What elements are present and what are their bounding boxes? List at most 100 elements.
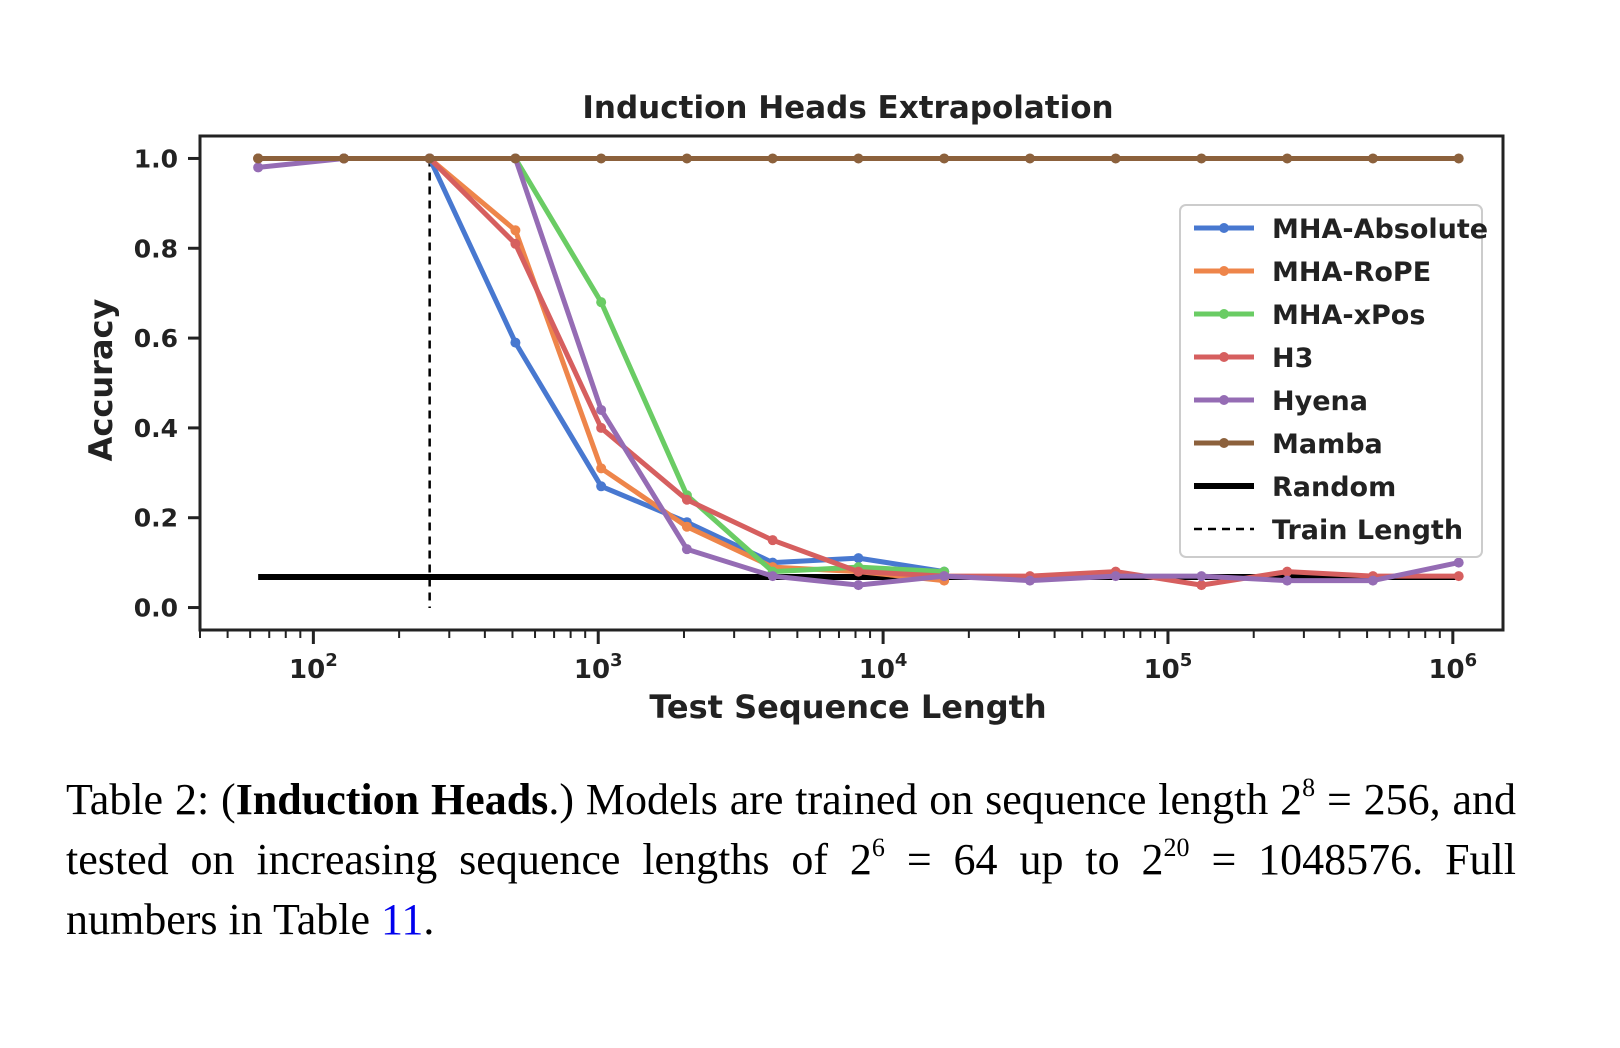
y-tick-label: 0.0 bbox=[134, 594, 178, 623]
legend-entry: MHA-xPos bbox=[1194, 300, 1425, 331]
data-point bbox=[853, 553, 864, 564]
data-point bbox=[1367, 575, 1378, 586]
series-mha-rope bbox=[253, 153, 950, 586]
x-tick-label: 106 bbox=[1428, 650, 1477, 685]
legend-entry: Random bbox=[1194, 472, 1396, 503]
legend: MHA-Absolute MHA-RoPE MHA-xPos H3 Hyena Mamba… bbox=[1179, 204, 1488, 558]
legend-label: MHA-xPos bbox=[1272, 300, 1425, 331]
caption-text: Models are trained on sequence length bbox=[573, 775, 1281, 824]
data-point bbox=[510, 225, 521, 236]
series-line bbox=[255, 156, 947, 575]
caption-label: Table 2: bbox=[66, 775, 210, 824]
x-tick-label: 105 bbox=[1144, 650, 1193, 685]
y-tick-label: 0.8 bbox=[134, 234, 178, 263]
data-point bbox=[1196, 153, 1207, 164]
y-tick-label: 0.4 bbox=[134, 414, 178, 443]
chart-title: Induction Heads Extrapolation bbox=[582, 90, 1113, 126]
caption-math-base: 2 bbox=[1280, 775, 1303, 824]
legend-entry: MHA-Absolute bbox=[1194, 214, 1488, 245]
series-mamba bbox=[253, 153, 1464, 164]
y-tick-label: 0.6 bbox=[134, 324, 178, 353]
caption-math-base: 2 bbox=[849, 835, 872, 884]
data-point bbox=[939, 153, 950, 164]
data-point bbox=[681, 494, 692, 505]
caption-text: . bbox=[423, 895, 435, 944]
axes-frame bbox=[198, 134, 1505, 632]
data-point bbox=[1110, 571, 1121, 582]
axis-ticks: 0.0 0.2 0.4 0.6 0.8 1.0 102 103 104 105 106 bbox=[134, 144, 1477, 685]
data-point bbox=[510, 153, 521, 164]
chart: Induction Heads Extrapolation 0.0 0.2 0.4 0… bbox=[82, 90, 1505, 726]
legend-label: Train Length bbox=[1272, 515, 1463, 546]
series-mha-absolute bbox=[253, 153, 950, 577]
data-point bbox=[596, 153, 607, 164]
data-point bbox=[596, 404, 607, 415]
legend-marker bbox=[1219, 223, 1229, 233]
legend-entry: H3 bbox=[1194, 343, 1313, 374]
figure-caption: Table 2: (Induction Heads.) Models are t… bbox=[66, 770, 1516, 950]
series-line bbox=[255, 156, 947, 575]
data-point bbox=[1110, 153, 1121, 164]
caption-text: = 1048576. Full numbers in Table bbox=[66, 835, 1517, 944]
legend-marker bbox=[1219, 309, 1229, 319]
legend-marker bbox=[1219, 352, 1229, 362]
data-point bbox=[1024, 575, 1035, 586]
legend-label: Random bbox=[1272, 472, 1396, 503]
x-tick-label: 103 bbox=[574, 650, 623, 685]
y-tick-label: 1.0 bbox=[134, 144, 178, 173]
data-point bbox=[253, 153, 264, 164]
data-point bbox=[1453, 571, 1464, 582]
legend-entry: Train Length bbox=[1194, 515, 1463, 546]
data-point bbox=[1024, 153, 1035, 164]
legend-entry: MHA-RoPE bbox=[1194, 257, 1431, 288]
data-point bbox=[1282, 153, 1293, 164]
legend-label: MHA-RoPE bbox=[1272, 257, 1431, 288]
legend-label: Mamba bbox=[1272, 429, 1383, 460]
data-point bbox=[1282, 566, 1293, 577]
data-point bbox=[767, 535, 778, 546]
data-point bbox=[1282, 575, 1293, 586]
caption-paren-close: .) bbox=[548, 775, 574, 824]
data-point bbox=[253, 162, 264, 173]
legend-marker bbox=[1219, 395, 1229, 405]
data-point bbox=[596, 422, 607, 433]
legend-label: MHA-Absolute bbox=[1272, 214, 1488, 245]
data-point bbox=[510, 238, 521, 249]
data-point bbox=[1367, 153, 1378, 164]
data-point bbox=[338, 153, 349, 164]
caption-math-exponent: 6 bbox=[871, 833, 885, 862]
data-point bbox=[681, 153, 692, 164]
data-point bbox=[424, 153, 435, 164]
data-point bbox=[1196, 571, 1207, 582]
data-point bbox=[596, 297, 607, 308]
data-point bbox=[939, 571, 950, 582]
y-axis-label: Accuracy bbox=[82, 299, 120, 462]
data-point bbox=[596, 463, 607, 474]
caption-text: = 256, and tested on increasing sequence… bbox=[66, 775, 1516, 884]
legend-box bbox=[1179, 204, 1483, 558]
data-point bbox=[853, 566, 864, 577]
data-point bbox=[1453, 557, 1464, 568]
legend-entry: Hyena bbox=[1194, 386, 1368, 417]
legend-entry: Mamba bbox=[1194, 429, 1383, 460]
data-point bbox=[1196, 580, 1207, 591]
caption-math-exponent: 20 bbox=[1163, 833, 1190, 862]
y-tick-label: 0.2 bbox=[134, 504, 178, 533]
data-point bbox=[596, 481, 607, 492]
caption-math-base: 2 bbox=[1141, 835, 1164, 884]
data-point bbox=[853, 580, 864, 591]
data-point bbox=[853, 153, 864, 164]
caption-math-exponent: 8 bbox=[1302, 773, 1316, 802]
data-point bbox=[681, 521, 692, 532]
caption-bold-title: Induction Heads bbox=[235, 775, 549, 824]
series-layer bbox=[253, 153, 1464, 608]
data-point bbox=[510, 337, 521, 348]
table-reference-link[interactable]: 11 bbox=[381, 895, 424, 944]
legend-label: Hyena bbox=[1272, 386, 1368, 417]
caption-text: = 64 up to bbox=[884, 835, 1142, 884]
x-axis-label: Test Sequence Length bbox=[649, 688, 1046, 726]
x-tick-label: 102 bbox=[289, 650, 338, 685]
legend-marker bbox=[1219, 266, 1229, 276]
data-point bbox=[681, 544, 692, 555]
series-mha-xpos bbox=[253, 153, 950, 577]
